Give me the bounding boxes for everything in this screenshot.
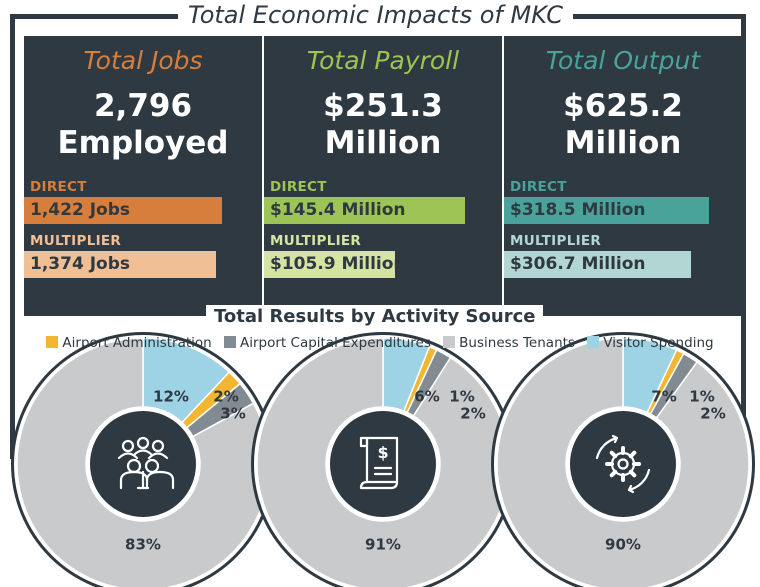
dollar-document-icon: $: [359, 436, 399, 490]
legend-label: Visitor Spending: [603, 335, 714, 351]
multiplier-bar: $105.9 Million: [264, 251, 406, 278]
multiplier-bar: $306.7 Million: [504, 251, 692, 278]
direct-bar: $318.5 Million: [504, 197, 709, 224]
gear-cycle-icon: [595, 434, 651, 494]
dollar-sign: $: [377, 443, 388, 462]
pie-label: 1%: [689, 388, 714, 406]
direct-label: DIRECT: [270, 179, 327, 195]
pie-slice-business-tenants: [16, 337, 270, 587]
headline-value: $251.3 Million: [264, 88, 502, 162]
pie-slice-business-tenants: [496, 337, 750, 587]
main-title: Total Economic Impacts of MKC: [178, 0, 574, 30]
headline-line1: $251.3: [323, 88, 443, 124]
legend-label: Airport Administration: [62, 335, 212, 351]
multiplier-label: MULTIPLIER: [30, 233, 122, 249]
panel-total-output: Total Output $625.2 Million DIRECT $318.…: [504, 36, 742, 316]
multiplier-label: MULTIPLIER: [270, 233, 362, 249]
direct-bar: 1,422 Jobs: [24, 197, 223, 224]
pie-label: 7%: [651, 388, 676, 406]
legend-swatch: [587, 336, 600, 348]
headline-line2: Million: [564, 125, 682, 161]
section-title: Total Results by Activity Source: [206, 305, 544, 329]
headline-line2: Million: [324, 125, 442, 161]
panel-total-payroll: Total Payroll $251.3 Million DIRECT $145…: [264, 36, 502, 316]
chart-legend: Airport Administration Airport Capital E…: [0, 335, 760, 351]
pie-center: [330, 411, 436, 517]
pie-label: 1%: [449, 388, 474, 406]
legend-item-capital-expenditures: Airport Capital Expenditures: [224, 335, 431, 351]
direct-label: DIRECT: [30, 179, 87, 195]
legend-item-airport-administration: Airport Administration: [46, 335, 212, 351]
headline-value: $625.2 Million: [504, 88, 742, 162]
pie-label: 2%: [700, 405, 725, 423]
panel-title: Total Payroll: [306, 46, 460, 75]
legend-item-business-tenants: Business Tenants: [443, 335, 575, 351]
people-group-icon: [117, 436, 175, 490]
panel-title: Total Output: [545, 46, 701, 75]
pie-label: 91%: [365, 536, 401, 554]
legend-swatch: [224, 336, 237, 348]
headline-line2: Employed: [57, 125, 229, 161]
pie-label: 6%: [414, 388, 439, 406]
legend-swatch: [46, 336, 59, 348]
legend-swatch: [443, 336, 456, 348]
pie-label: 83%: [125, 536, 161, 554]
pie-label: 3%: [220, 405, 245, 423]
multiplier-label: MULTIPLIER: [510, 233, 602, 249]
panel-total-jobs: Total Jobs 2,796 Employed DIRECT 1,422 J…: [24, 36, 262, 316]
headline-line1: 2,796: [93, 88, 193, 124]
pie-label: 90%: [605, 536, 641, 554]
direct-label: DIRECT: [510, 179, 567, 195]
direct-bar: $145.4 Million: [264, 197, 465, 224]
pie-slice-business-tenants: [256, 337, 510, 587]
pie-center: [90, 411, 196, 517]
legend-item-visitor-spending: Visitor Spending: [587, 335, 714, 351]
headline-value: 2,796 Employed: [24, 88, 262, 162]
legend-label: Business Tenants: [459, 335, 575, 351]
legend-label: Airport Capital Expenditures: [240, 335, 431, 351]
pie-label: 2%: [213, 388, 238, 406]
pie-label: 12%: [153, 388, 189, 406]
pie-center: [570, 411, 676, 517]
multiplier-bar: 1,374 Jobs: [24, 251, 216, 278]
panel-title: Total Jobs: [83, 46, 203, 75]
pie-label: 2%: [460, 405, 485, 423]
headline-line1: $625.2: [563, 88, 683, 124]
